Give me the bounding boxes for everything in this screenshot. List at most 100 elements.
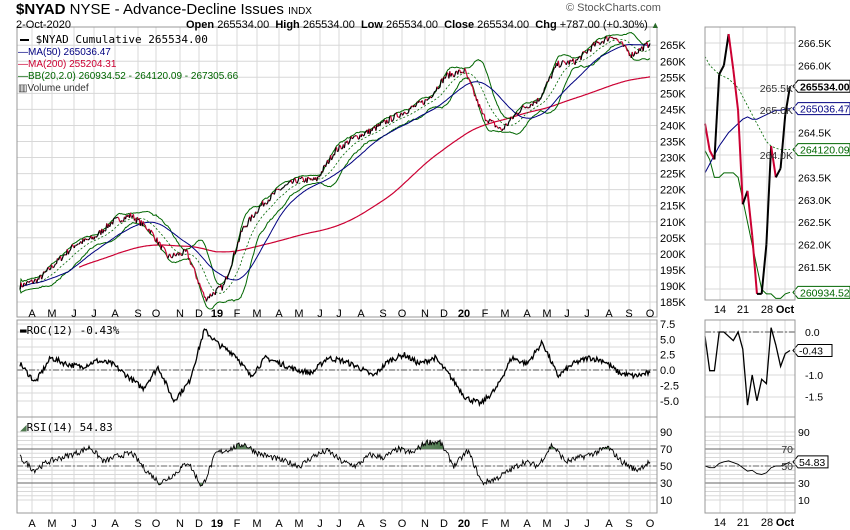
price-segment [472,90,476,97]
price-segment [194,274,198,279]
price-segment [445,72,448,77]
price-segment [215,287,218,290]
price-segment [539,98,541,101]
price-segment [121,219,123,222]
price-segment [339,145,342,150]
price-segment [607,38,610,42]
detail-price-segment [713,74,721,160]
x-tick-label: O [646,308,655,320]
price-segment [594,42,597,47]
x-tick-label: A [275,518,283,530]
price-segment [182,249,185,255]
price-segment [109,223,112,227]
legend-text: $NYAD Cumulative 265534.00 [35,33,208,46]
detail-price-segment [751,235,758,294]
y-tick-label: 265K [660,40,686,52]
price-segment [453,75,456,78]
y-tick-label: 195K [660,265,686,277]
price-segment [216,286,219,289]
price-segment [150,229,153,233]
price-segment [491,119,494,122]
price-segment [426,98,429,101]
legend-volume: ▥Volume undef [18,83,89,95]
price-segment [613,37,615,40]
price-segment [432,92,435,96]
detail-x-tick: 14 [714,517,726,529]
price-segment [519,110,522,113]
price-segment [433,90,436,93]
price-segment [273,190,276,195]
x-tick-label: O [646,518,655,530]
price-segment [196,278,198,281]
price-segment [234,251,237,255]
detail-price-segment [779,114,787,169]
price-segment [50,264,54,268]
price-segment [173,252,176,256]
price-segment [301,176,304,179]
price-segment [520,107,523,111]
x-tick-label: A [605,518,613,530]
price-segment [202,290,204,293]
price-segment [430,96,433,99]
price-segment [25,281,28,286]
price-segment [256,212,258,215]
price-segment [617,40,620,44]
price-segment [444,76,447,79]
price-segment [648,43,651,47]
detail-rsi-tick: 50 [781,461,793,473]
detail-y-tick: 265.5K [760,83,793,95]
price-segment [53,263,57,267]
x-tick-label: S [134,308,141,320]
price-segment [468,77,471,81]
price-segment [333,149,337,156]
price-segment [355,134,358,137]
price-segment [568,59,571,65]
detail-rsi-tick: 10 [798,495,810,507]
price-segment [73,245,76,249]
y-tick-label: 240K [660,120,686,132]
price-segment [164,248,167,252]
detail-y-tick: 265.0K [760,105,793,117]
detail-price-segment [732,69,740,111]
rsi-tick-label: 70 [660,444,672,456]
price-segment [338,144,341,147]
x-tick-label: N [421,308,429,320]
price-segment [543,86,547,89]
price-segment [431,95,434,98]
detail-bblow-label: 260934.52 [800,287,850,299]
price-segment [167,255,170,259]
x-tick-label: J [71,308,77,320]
price-segment [116,216,118,219]
price-segment [246,224,249,228]
price-segment [446,72,449,74]
x-tick-label: M [294,308,303,320]
detail-x-tick: 28 [761,517,773,529]
detail-y-tick: 263.0K [798,195,831,207]
x-tick-label: N [176,308,184,320]
price-segment [476,99,480,107]
detail-bblow-label-tag [792,285,850,299]
x-tick-label: D [195,308,203,320]
x-tick-label: O [152,518,161,530]
price-segment [483,114,486,121]
price-segment [191,264,194,267]
detail-x-tick: Oct [776,517,795,529]
price-segment [320,171,323,176]
price-segment [544,83,548,87]
chg-label: Chg [535,19,557,31]
bb-upper-line [19,31,651,290]
y-tick-label: 210K [660,217,686,229]
price-segment [259,205,261,207]
price-segment [68,249,71,252]
watermark: © StockCharts.com [566,2,661,14]
price-segment [283,184,286,187]
rsi-panel-frame [16,416,658,514]
main-panel-frame [16,26,658,318]
high-value: 265534.00 [302,19,355,31]
price-segment [251,214,254,217]
price-segment [112,218,115,225]
price-segment [157,241,160,245]
price-segment [325,162,328,168]
ma200-line [78,76,651,268]
price-segment [514,113,517,116]
